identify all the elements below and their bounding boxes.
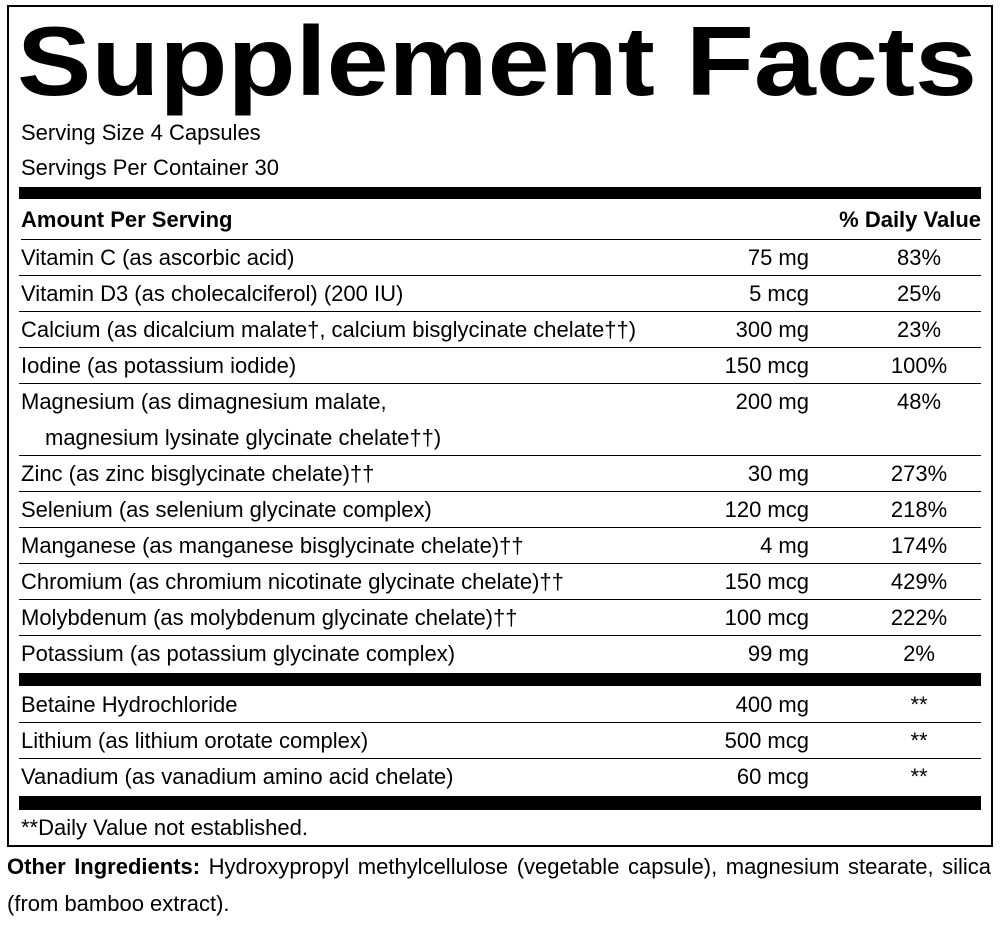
daily-value: ** — [910, 764, 928, 789]
nutrient-row: Vanadium (as vanadium amino acid chelate… — [19, 759, 981, 795]
serving-size: Serving Size 4 Capsules — [21, 120, 261, 145]
nutrient-row: Vitamin D3 (as cholecalciferol) (200 IU)… — [19, 276, 981, 312]
nutrient-name: magnesium lysinate glycinate chelate††) — [45, 425, 442, 450]
nutrient-name: Zinc (as zinc bisglycinate chelate)†† — [21, 461, 375, 486]
amount: 99 mg — [747, 641, 809, 666]
nutrient-row: Zinc (as zinc bisglycinate chelate)†† 30 … — [19, 456, 981, 492]
daily-value: 25% — [896, 281, 942, 306]
title: Supplement Facts — [17, 7, 977, 116]
daily-value: 429% — [890, 569, 948, 594]
nutrient-name: Potassium (as potassium glycinate comple… — [21, 641, 456, 666]
servings-per-container: Servings Per Container 30 — [21, 155, 280, 180]
daily-value: 2% — [903, 641, 935, 666]
nutrient-name: Molybdenum (as molybdenum glycinate chel… — [21, 605, 518, 630]
nutrient-name: Vitamin D3 (as cholecalciferol) (200 IU) — [21, 281, 404, 306]
amount: 200 mg — [735, 389, 809, 414]
nutrient-name: Chromium (as chromium nicotinate glycina… — [21, 569, 564, 594]
thick-rule — [19, 187, 981, 199]
amount: 75 mg — [747, 245, 809, 270]
amount: 300 mg — [735, 317, 809, 342]
other-ingredients-label: Other Ingredients: — [7, 854, 201, 879]
other-ingredients-text: Hydroxypropyl methylcellulose (vegetable… — [7, 854, 992, 916]
other-ingredients: Other Ingredients: Hydroxypropyl methylc… — [7, 848, 991, 922]
nutrient-row: Betaine Hydrochloride 400 mg ** — [19, 687, 981, 723]
nutrient-row: Vitamin C (as ascorbic acid) 75 mg 83% — [19, 240, 981, 276]
amount: 400 mg — [735, 692, 809, 717]
amount: 120 mcg — [724, 497, 809, 522]
nutrient-name: Vanadium (as vanadium amino acid chelate… — [21, 764, 454, 789]
nutrient-row: Magnesium (as dimagnesium malate, magnesi… — [19, 384, 981, 456]
dv-header: % Daily Value — [839, 207, 981, 232]
amount-header: Amount Per Serving — [21, 207, 233, 232]
daily-value: 174% — [890, 533, 948, 558]
amount: 150 mcg — [724, 569, 809, 594]
daily-value: 48% — [896, 389, 942, 414]
daily-value: 218% — [890, 497, 948, 522]
daily-value: 222% — [890, 605, 948, 630]
nutrient-row: Manganese (as manganese bisglycinate che… — [19, 528, 981, 564]
nutrient-name: Manganese (as manganese bisglycinate che… — [21, 533, 524, 558]
amount: 100 mcg — [724, 605, 809, 630]
title-area: Supplement Facts — [17, 7, 977, 116]
amount: 5 mcg — [749, 281, 809, 306]
daily-value: 100% — [890, 353, 948, 378]
amount: 30 mg — [747, 461, 809, 486]
nutrient-name: Magnesium (as dimagnesium malate, — [21, 389, 387, 414]
daily-value: 23% — [896, 317, 942, 342]
nutrient-name: Calcium (as dicalcium malate†, calcium b… — [21, 317, 637, 342]
nutrient-row: Lithium (as lithium orotate complex) 500 … — [19, 723, 981, 759]
thick-rule — [19, 796, 981, 810]
nutrient-row: Chromium (as chromium nicotinate glycina… — [19, 564, 981, 600]
nutrient-name: Selenium (as selenium glycinate complex) — [21, 497, 432, 522]
amount: 4 mg — [760, 533, 809, 558]
nutrient-name: Vitamin C (as ascorbic acid) — [21, 245, 295, 270]
footnote: **Daily Value not established. — [21, 815, 308, 840]
amount: 500 mcg — [724, 728, 809, 753]
nutrient-row: Molybdenum (as molybdenum glycinate chel… — [19, 600, 981, 636]
nutrient-row: Calcium (as dicalcium malate†, calcium b… — [19, 312, 981, 348]
thick-rule — [19, 673, 981, 686]
nutrient-name: Lithium (as lithium orotate complex) — [21, 728, 369, 753]
nutrient-name: Iodine (as potassium iodide) — [21, 353, 297, 378]
daily-value: 83% — [896, 245, 942, 270]
daily-value: 273% — [890, 461, 948, 486]
nutrient-name: Betaine Hydrochloride — [21, 692, 238, 717]
column-header: Amount Per Serving % Daily Value — [21, 200, 981, 240]
daily-value: ** — [910, 728, 928, 753]
amount: 150 mcg — [724, 353, 809, 378]
nutrient-row: Iodine (as potassium iodide) 150 mcg 100% — [19, 348, 981, 384]
daily-value: ** — [910, 692, 928, 717]
nutrient-row: Potassium (as potassium glycinate comple… — [19, 636, 981, 672]
facts-panel: Supplement Facts Serving Size 4 Capsules… — [7, 5, 993, 847]
amount: 60 mcg — [736, 764, 809, 789]
nutrient-row: Selenium (as selenium glycinate complex)… — [19, 492, 981, 528]
